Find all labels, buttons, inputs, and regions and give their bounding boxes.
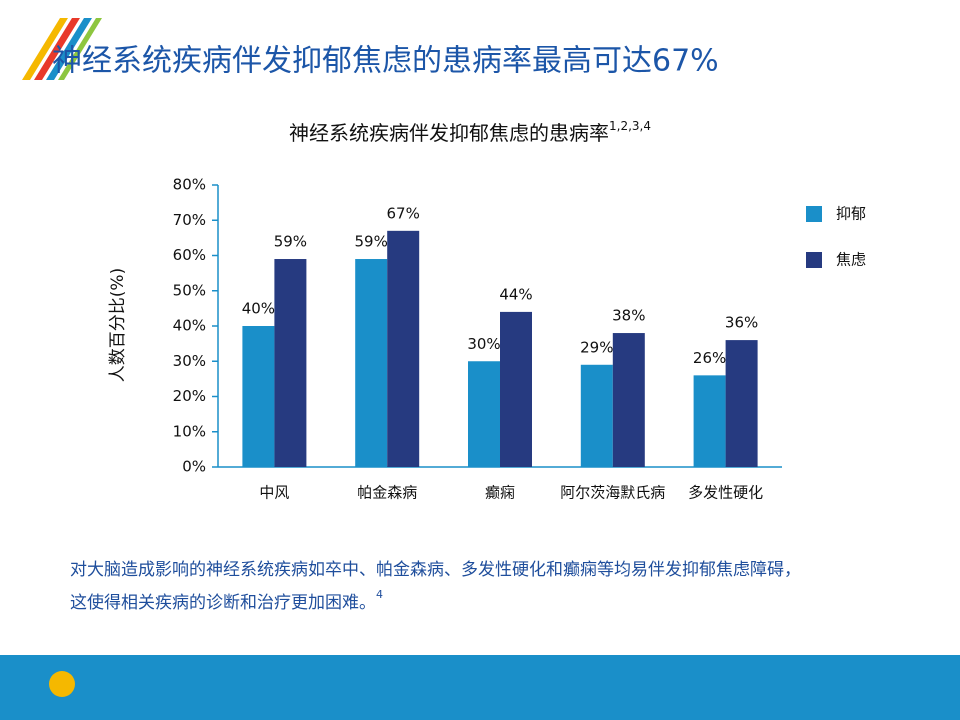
value-label: 38%	[612, 307, 645, 325]
body-text-2: 这使得相关疾病的诊断和治疗更加困难。	[70, 592, 376, 613]
y-tick-label: 70%	[173, 211, 206, 229]
bar	[580, 364, 613, 467]
chart-title-ref: 1,2,3,4	[609, 119, 651, 133]
y-tick-label: 0%	[182, 458, 206, 476]
bar	[274, 259, 307, 467]
y-tick-label: 40%	[173, 317, 206, 335]
title-decoration	[22, 18, 102, 80]
bar	[500, 311, 532, 467]
body-text: 对大脑造成影响的神经系统疾病如卒中、帕金森病、多发性硬化和癫痫等均易伴发抑郁焦虑…	[70, 560, 801, 580]
y-tick-label: 80%	[173, 176, 206, 194]
y-tick-label: 60%	[173, 246, 206, 264]
y-tick-label: 10%	[173, 422, 206, 440]
bar	[355, 259, 388, 467]
y-tick-label: 20%	[173, 387, 206, 405]
x-tick-label: 癫痫	[485, 484, 515, 502]
bar	[468, 361, 500, 467]
value-label: 44%	[499, 285, 532, 303]
value-label: 67%	[387, 204, 420, 222]
legend-swatch	[806, 206, 822, 222]
legend-swatch	[806, 252, 822, 268]
logo	[49, 671, 75, 697]
value-label: 29%	[580, 338, 613, 356]
body-text-line: 这使得相关疾病的诊断和治疗更加困难。4	[70, 588, 383, 613]
value-label: 40%	[242, 300, 275, 318]
chart-title-text: 神经系统疾病伴发抑郁焦虑的患病率	[289, 121, 609, 145]
value-label: 59%	[274, 233, 307, 251]
body-ref: 4	[376, 588, 383, 601]
slide-title: 神经系统疾病伴发抑郁焦虑的患病率最高可达67%	[52, 44, 719, 79]
y-tick-label: 50%	[173, 281, 206, 299]
legend-label: 焦虑	[836, 251, 866, 269]
bar	[725, 340, 758, 467]
x-tick-label: 中风	[259, 484, 289, 502]
bar	[387, 230, 420, 467]
x-tick-label: 多发性硬化	[688, 484, 763, 502]
value-label: 26%	[693, 349, 726, 367]
y-tick-label: 30%	[173, 352, 206, 370]
value-label: 30%	[467, 335, 500, 353]
value-label: 59%	[355, 233, 388, 251]
footer-band	[0, 655, 960, 720]
bar	[693, 375, 726, 467]
chart-title: 神经系统疾病伴发抑郁焦虑的患病率1,2,3,4	[289, 119, 651, 145]
value-label: 36%	[725, 314, 758, 332]
legend-label: 抑郁	[836, 205, 866, 223]
bar	[612, 333, 645, 467]
bar	[242, 326, 275, 467]
y-axis-label: 人数百分比(%)	[108, 268, 128, 382]
x-tick-label: 阿尔茨海默氏病	[560, 484, 665, 502]
x-tick-label: 帕金森病	[357, 484, 417, 502]
